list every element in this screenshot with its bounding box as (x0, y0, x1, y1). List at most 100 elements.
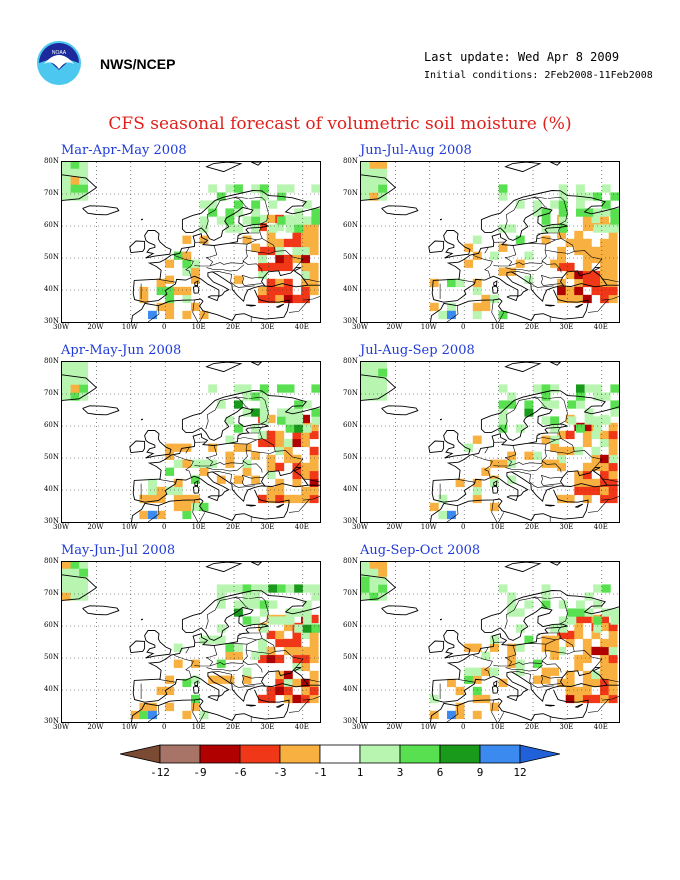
anomaly-cell (565, 430, 575, 440)
anomaly-cell (275, 486, 285, 496)
anomaly-cell (565, 270, 575, 280)
soil-moisture-map (62, 362, 320, 522)
anomaly-cell (600, 662, 609, 672)
anomaly-cell (139, 294, 149, 304)
country-border (245, 649, 304, 668)
lat-tick-label: 40N (43, 285, 59, 293)
anomaly-cell (593, 416, 603, 425)
anomaly-cell (225, 208, 235, 217)
country-border (302, 496, 320, 501)
anomaly-cell (593, 192, 603, 201)
country-border (457, 679, 476, 683)
country-border (446, 705, 459, 722)
colorbar-segment (120, 744, 161, 764)
anomaly-cell (79, 184, 89, 193)
anomaly-cell (251, 451, 261, 460)
country-border (547, 396, 568, 425)
anomaly-cell (557, 262, 566, 272)
anomaly-cell (309, 686, 319, 696)
anomaly-cell (294, 400, 304, 409)
anomaly-cell (242, 235, 252, 244)
anomaly-cell (309, 230, 319, 240)
anomaly-cell (369, 162, 379, 169)
anomaly-cell (472, 486, 482, 496)
lat-tick-label: 30N (43, 517, 59, 525)
anomaly-cell (283, 686, 293, 696)
anomaly-cell (311, 384, 320, 393)
coastline (431, 267, 619, 303)
country-border (228, 643, 248, 645)
anomaly-cell (576, 600, 585, 609)
anomaly-cell (438, 494, 448, 504)
anomaly-cell (378, 384, 388, 393)
lat-tick-label: 60N (342, 221, 358, 229)
anomaly-cell (558, 200, 568, 209)
country-border (457, 479, 476, 483)
coastline (131, 698, 290, 722)
anomaly-cell (242, 675, 252, 684)
lon-tick-label: 30E (260, 523, 275, 531)
country-border (241, 275, 262, 286)
anomaly-cell (234, 608, 243, 617)
anomaly-cell (558, 208, 568, 217)
anomaly-cell (490, 643, 499, 652)
anomaly-cell (565, 446, 575, 456)
anomaly-cell (498, 584, 508, 593)
coastline (261, 683, 309, 688)
anomaly-cell (199, 502, 209, 512)
anomaly-cell (234, 584, 243, 593)
anomaly-cell (582, 614, 592, 624)
anomaly-cell (302, 200, 312, 209)
anomaly-cell (182, 710, 192, 720)
country-border (537, 632, 559, 635)
anomaly-cell (472, 643, 482, 652)
anomaly-cell (173, 486, 183, 496)
country-border (262, 638, 276, 652)
country-border (302, 296, 320, 301)
anomaly-cell (62, 376, 71, 385)
country-border (233, 596, 248, 608)
country-border (537, 232, 559, 235)
anomaly-cell (576, 424, 585, 433)
country-border (158, 679, 177, 683)
anomaly-cell (283, 670, 293, 680)
coastline (205, 362, 243, 373)
anomaly-cell (208, 459, 218, 468)
anomaly-cell (591, 270, 601, 280)
anomaly-cell (285, 608, 295, 617)
anomaly-cell (242, 408, 252, 417)
anomaly-cell (565, 694, 575, 704)
coastline (431, 667, 619, 703)
anomaly-cell (610, 384, 619, 393)
anomaly-cell (541, 643, 551, 652)
country-border (493, 261, 543, 267)
anomaly-cell (309, 246, 319, 256)
country-border (158, 279, 177, 283)
anomaly-cell (591, 430, 601, 440)
lat-tick-label: 30N (43, 717, 59, 725)
anomaly-cell (191, 702, 200, 712)
country-border (241, 675, 262, 686)
coastline (493, 480, 498, 486)
anomaly-cell (266, 278, 276, 288)
anomaly-cell (472, 694, 482, 704)
anomaly-cell (558, 184, 568, 193)
lon-tick-label: 30W (52, 723, 70, 731)
anomaly-cell (369, 176, 379, 185)
anomaly-cell (582, 294, 592, 304)
lon-tick-label: 30E (260, 323, 275, 331)
anomaly-cell (62, 562, 71, 569)
anomaly-cell (301, 686, 310, 696)
country-border (302, 696, 320, 701)
anomaly-cell (258, 254, 267, 264)
lon-tick-label: 10W (420, 323, 437, 331)
anomaly-cell (292, 630, 302, 640)
country-border (493, 661, 543, 667)
anomaly-cell (557, 286, 566, 296)
anomaly-cell (258, 646, 267, 656)
anomaly-cell (490, 251, 499, 260)
anomaly-cell (191, 694, 200, 704)
country-border (601, 696, 619, 701)
anomaly-cell (208, 675, 218, 684)
country-border (472, 255, 493, 278)
